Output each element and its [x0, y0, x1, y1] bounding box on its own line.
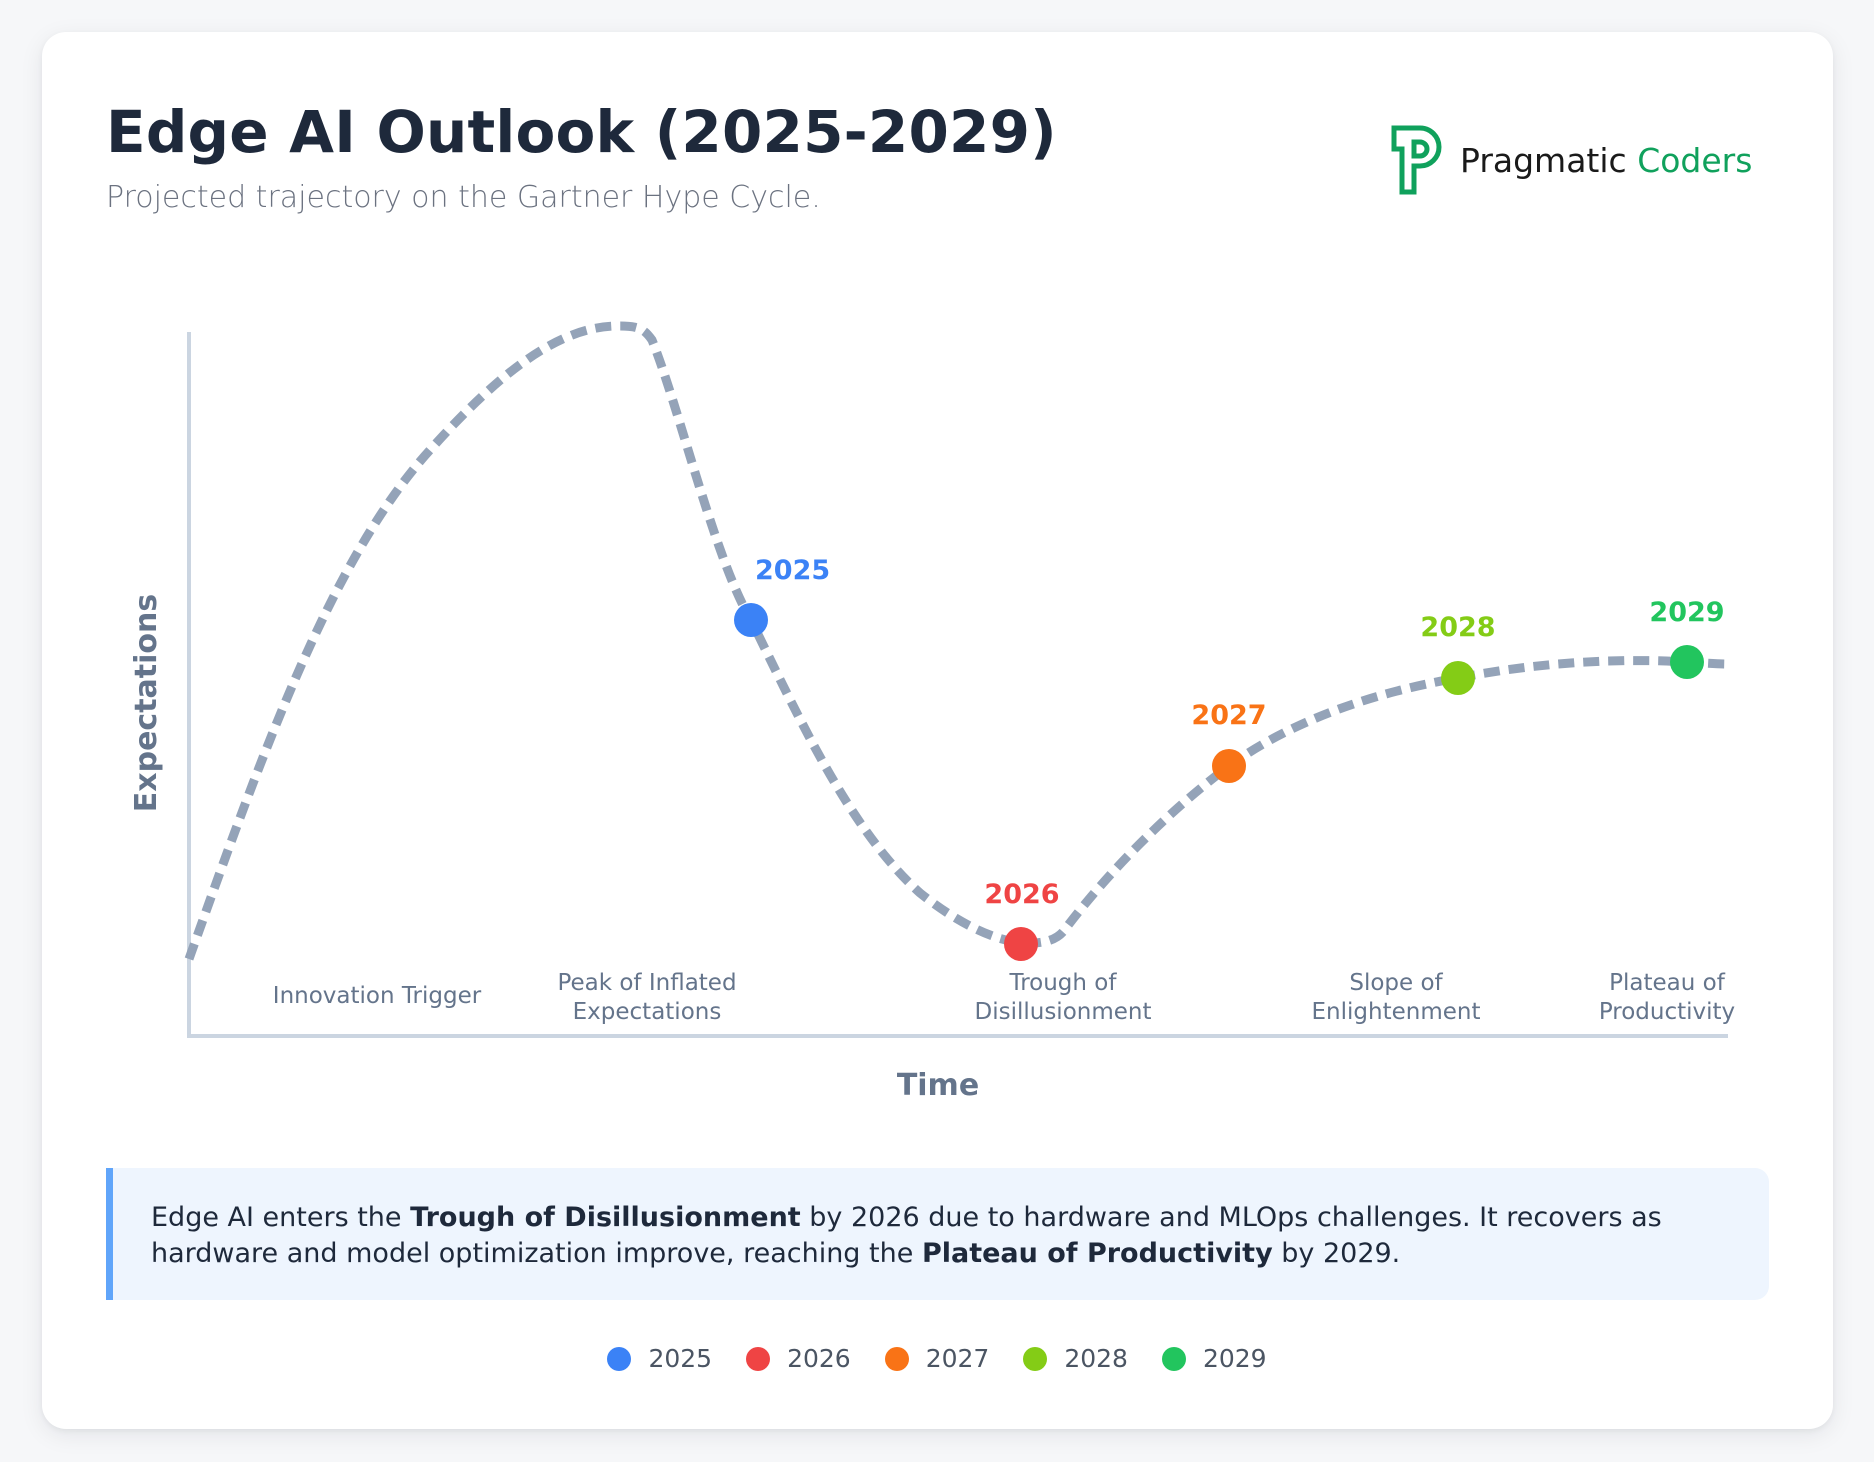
phase-label-trough-line2: Disillusionment: [974, 999, 1151, 1025]
legend-dot-icon: [1161, 1346, 1186, 1371]
legend-item-2026[interactable]: 2026: [746, 1344, 851, 1373]
marker-label-2025: 2025: [755, 555, 830, 586]
summary-callout: Edge AI enters the Trough of Disillusion…: [106, 1168, 1769, 1300]
legend-dot-icon: [746, 1346, 771, 1371]
marker-label-2026: 2026: [984, 879, 1059, 910]
brand-logo: Pragmatic Coders: [1390, 124, 1752, 196]
phase-label-plateau-line1: Plateau of: [1609, 970, 1726, 996]
page-title: Edge AI Outlook (2025-2029): [106, 98, 1057, 166]
highlight-plateau: Plateau of Productivity: [921, 1238, 1273, 1269]
phase-label-peak-line2: Expectations: [573, 999, 722, 1025]
marker-2025[interactable]: [734, 603, 768, 637]
legend-item-2027[interactable]: 2027: [884, 1344, 989, 1373]
page-subtitle: Projected trajectory on the Gartner Hype…: [106, 180, 821, 215]
highlight-trough: Trough of Disillusionment: [410, 1202, 801, 1233]
hype-curve: [184, 321, 1729, 961]
marker-2028[interactable]: [1441, 661, 1475, 695]
phase-label-slope-line1: Slope of: [1349, 970, 1443, 996]
phase-label-plateau-line2: Productivity: [1599, 999, 1735, 1025]
marker-label-2028: 2028: [1420, 612, 1495, 643]
legend-dot-icon: [1023, 1346, 1048, 1371]
marker-label-2027: 2027: [1191, 700, 1266, 731]
legend-item-2025[interactable]: 2025: [607, 1344, 712, 1373]
phase-label-innovation-trigger: Innovation Trigger: [273, 983, 482, 1009]
marker-2029[interactable]: [1670, 645, 1704, 679]
marker-2027[interactable]: [1212, 749, 1246, 783]
brand-name: Pragmatic Coders: [1460, 140, 1753, 180]
legend-dot-icon: [607, 1346, 632, 1371]
phase-label-slope-line2: Enlightenment: [1312, 999, 1481, 1025]
legend-item-2029[interactable]: 2029: [1161, 1344, 1267, 1373]
legend-item-2028[interactable]: 2028: [1023, 1344, 1128, 1373]
legend-dot-icon: [884, 1346, 909, 1371]
marker-2026[interactable]: [1004, 927, 1038, 961]
x-axis-title: Time: [897, 1068, 979, 1103]
marker-label-2029: 2029: [1649, 597, 1724, 628]
pragmatic-coders-p-icon: [1391, 125, 1442, 195]
y-axis-title: Expectations: [129, 594, 164, 812]
phase-label-peak-line1: Peak of Inflated: [557, 970, 736, 996]
chart-legend: 2025 2026 2027 2028 2029: [0, 1344, 1874, 1373]
phase-label-trough-line1: Trough of: [1009, 970, 1118, 996]
